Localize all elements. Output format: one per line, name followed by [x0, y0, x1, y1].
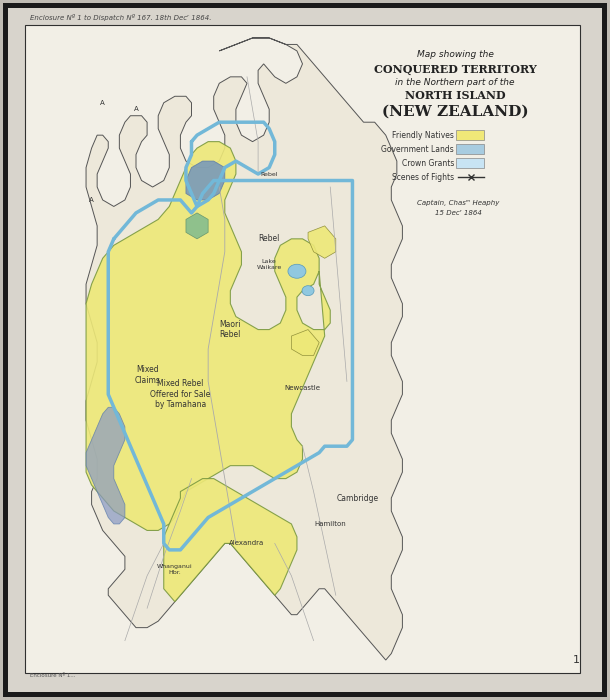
Text: Government Lands: Government Lands — [381, 144, 454, 153]
Text: 1: 1 — [573, 655, 580, 665]
Text: A: A — [100, 100, 105, 106]
Text: Rebel: Rebel — [260, 172, 278, 176]
Text: Alexandra: Alexandra — [229, 540, 265, 547]
FancyBboxPatch shape — [25, 25, 580, 673]
Text: in the Northern part of the: in the Northern part of the — [395, 78, 515, 87]
Polygon shape — [308, 226, 336, 258]
Polygon shape — [292, 330, 319, 356]
Text: Lake
Waikare: Lake Waikare — [257, 260, 282, 270]
Text: A: A — [134, 106, 138, 112]
Ellipse shape — [302, 286, 314, 295]
Text: Friendly Natives: Friendly Natives — [392, 130, 454, 139]
Text: Mixed Rebel
Offered for Sale
by Tamahana: Mixed Rebel Offered for Sale by Tamahana — [150, 379, 210, 410]
Text: Map showing the: Map showing the — [417, 50, 493, 59]
Text: Crown Grants: Crown Grants — [401, 158, 454, 167]
Text: A: A — [89, 197, 94, 203]
Text: CONQUERED TERRITORY: CONQUERED TERRITORY — [373, 64, 536, 75]
Text: Newcastle: Newcastle — [284, 385, 320, 391]
FancyBboxPatch shape — [8, 8, 602, 692]
Text: (NEW ZEALAND): (NEW ZEALAND) — [382, 105, 528, 119]
Polygon shape — [86, 38, 403, 660]
Text: Whanganui
Hbr.: Whanganui Hbr. — [157, 564, 193, 575]
Text: Maori
Rebel: Maori Rebel — [220, 320, 241, 340]
Text: Scenes of Fights: Scenes of Fights — [392, 172, 454, 181]
FancyBboxPatch shape — [456, 144, 484, 154]
Text: Hamilton: Hamilton — [314, 521, 346, 527]
FancyBboxPatch shape — [456, 158, 484, 168]
Text: NORTH ISLAND: NORTH ISLAND — [404, 90, 505, 101]
Polygon shape — [86, 141, 330, 531]
Polygon shape — [186, 161, 225, 200]
Ellipse shape — [288, 264, 306, 278]
FancyBboxPatch shape — [3, 3, 607, 697]
Polygon shape — [86, 407, 125, 524]
Polygon shape — [186, 213, 208, 239]
Text: Mixed
Claims: Mixed Claims — [134, 365, 160, 384]
FancyBboxPatch shape — [456, 130, 484, 140]
Text: Cambridge: Cambridge — [337, 494, 379, 503]
Text: Enclosure Nº 1 to Dispatch Nº 167. 18th Decʳ 1864.: Enclosure Nº 1 to Dispatch Nº 167. 18th … — [30, 14, 212, 21]
Polygon shape — [163, 479, 297, 602]
Text: Rebel: Rebel — [259, 234, 280, 244]
Text: Enclosure Nº 1...: Enclosure Nº 1... — [30, 673, 76, 678]
Text: 15 Decʳ 1864: 15 Decʳ 1864 — [434, 210, 481, 216]
Text: Captain, Chasᵐ Heaphy: Captain, Chasᵐ Heaphy — [417, 200, 499, 206]
